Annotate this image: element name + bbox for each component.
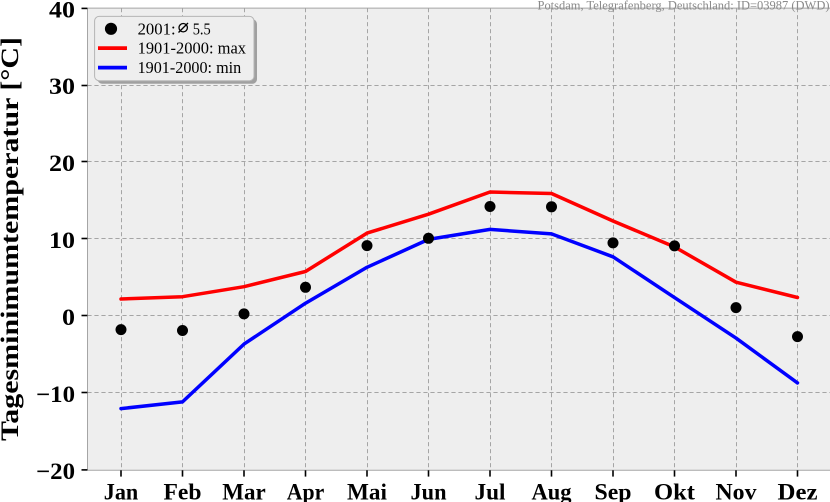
- svg-text:Apr: Apr: [287, 480, 325, 502]
- svg-text:Potsdam, Telegrafenberg, Deuts: Potsdam, Telegrafenberg, Deutschland: ID…: [538, 0, 830, 12]
- svg-text:Feb: Feb: [164, 480, 202, 502]
- svg-text:1901-2000: max: 1901-2000: max: [138, 39, 247, 58]
- svg-text:Sep: Sep: [595, 480, 632, 502]
- svg-text:10: 10: [49, 228, 75, 253]
- svg-text:Okt: Okt: [654, 480, 695, 502]
- svg-text:−10: −10: [36, 382, 75, 407]
- svg-text:Aug: Aug: [532, 480, 572, 502]
- svg-text:−20: −20: [36, 459, 75, 484]
- svg-text:Jun: Jun: [411, 480, 447, 502]
- svg-text:1901-2000: min: 1901-2000: min: [138, 58, 242, 77]
- svg-text:Dez: Dez: [778, 480, 818, 502]
- svg-text:Tagesminimumtemperatur [°C]: Tagesminimumtemperatur [°C]: [0, 37, 24, 441]
- svg-text:Jan: Jan: [104, 480, 139, 502]
- svg-text:20: 20: [49, 151, 75, 176]
- svg-text:30: 30: [49, 74, 75, 99]
- svg-text:Nov: Nov: [716, 480, 758, 502]
- svg-text:0: 0: [62, 305, 75, 330]
- svg-text:2001:: 2001:: [138, 19, 176, 38]
- svg-text:5.5: 5.5: [193, 19, 211, 38]
- svg-text:Jul: Jul: [475, 480, 506, 502]
- svg-text:Mar: Mar: [222, 480, 266, 502]
- svg-text:40: 40: [49, 0, 75, 22]
- svg-text:Mai: Mai: [347, 480, 388, 502]
